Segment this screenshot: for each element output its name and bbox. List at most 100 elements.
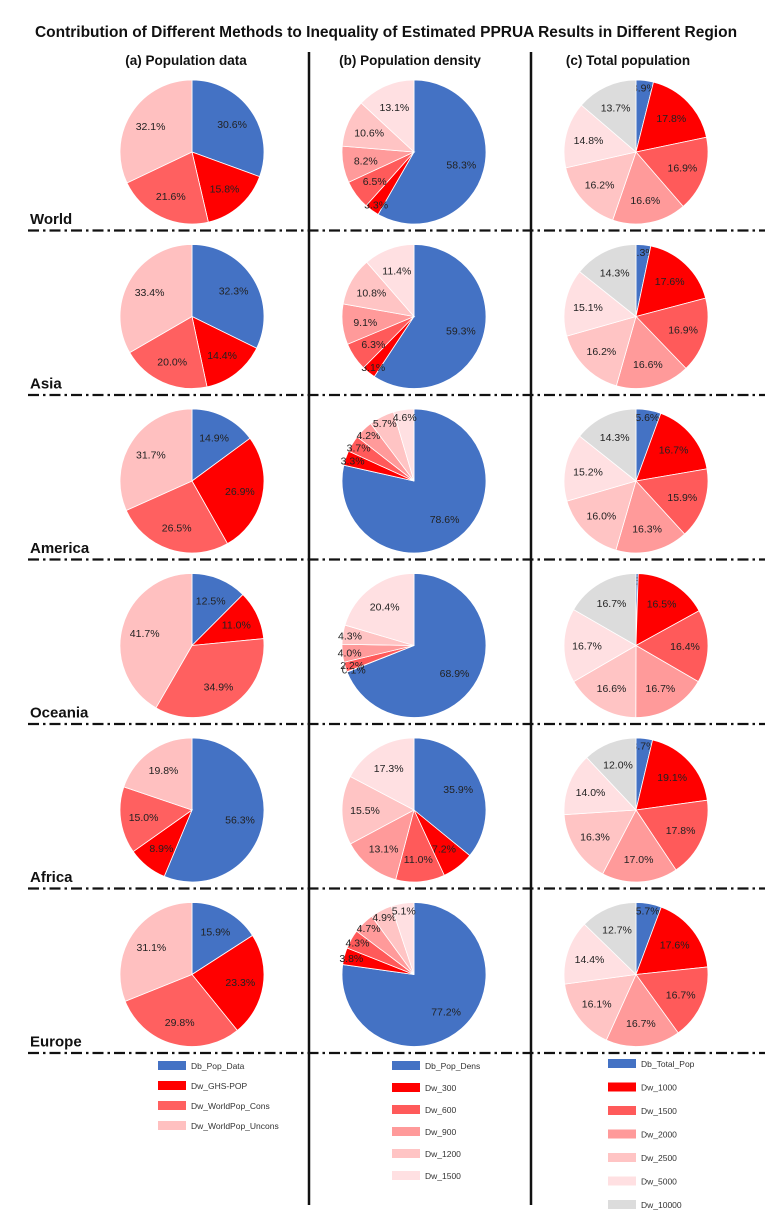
pie-slice-dw-2500 <box>573 644 637 718</box>
pie-slice-dw-1000 <box>635 573 700 647</box>
data-label: 16.4% <box>670 641 700 653</box>
pie-slice-db-pop-data <box>163 737 265 883</box>
pie-slice-dw-1500 <box>349 737 415 811</box>
pie-slice-dw-5000 <box>563 271 637 337</box>
data-label: 26.5% <box>162 523 192 535</box>
data-label: 12.5% <box>196 595 226 607</box>
region-label: America <box>30 540 90 557</box>
pie-b-asia: 59.3% 3.1% 6.3% 9.1% 10.8% 11.4% <box>341 244 487 389</box>
legend-label: Dw_5000 <box>641 1177 677 1187</box>
legend-swatch <box>608 1106 636 1115</box>
data-label: 16.2% <box>585 180 615 192</box>
pie-slice-dw-10000 <box>573 573 637 647</box>
legend-label: Dw_1500 <box>641 1106 677 1116</box>
data-label: 15.8% <box>210 184 240 196</box>
region-label: Asia <box>30 376 62 393</box>
data-label: 26.9% <box>225 486 255 498</box>
pie-slice-dw-5000 <box>563 104 637 169</box>
legend-item: Dw_1000 <box>608 1082 677 1093</box>
pie-c-oceania: 0.5%16.5%16.4%16.7%16.6%16.7%16.7% <box>563 573 709 718</box>
column-title-a: (a) Population data <box>125 53 247 68</box>
data-label: 16.3% <box>580 832 610 844</box>
pie-slice-dw-10000 <box>586 737 637 812</box>
data-label: 15.2% <box>573 467 603 479</box>
data-label: 10.6% <box>354 127 384 139</box>
data-label: 16.3% <box>632 524 662 536</box>
data-label: 11.4% <box>382 266 411 278</box>
pie-slice-dw-10000 <box>583 902 637 976</box>
legend-label: Dw_WorldPop_Cons <box>191 1101 270 1111</box>
pie-slice-dw-1000 <box>635 412 708 482</box>
legend-item: Dw_2000 <box>608 1129 677 1140</box>
legend-item: Dw_GHS-POP <box>158 1081 248 1091</box>
data-label: 3.7% <box>347 442 371 454</box>
pie-a-africa: 56.3% 8.9% 15.0% 19.8% <box>119 737 265 883</box>
data-label: 14.8% <box>574 135 604 147</box>
legend-swatch <box>392 1171 420 1180</box>
data-label: 35.9% <box>443 784 473 796</box>
legend-swatch <box>608 1153 636 1162</box>
data-label: 41.7% <box>130 628 160 640</box>
legend-label: Dw_GHS-POP <box>191 1081 248 1091</box>
pie-slice-dw-2000 <box>615 315 687 389</box>
pie-slice-dw-worldpop-cons <box>119 786 193 853</box>
legend-swatch <box>608 1129 636 1139</box>
data-label: 15.9% <box>201 927 231 939</box>
legend-item: Dw_1500 <box>392 1171 461 1181</box>
pie-slice-dw-worldpop-uncons <box>119 79 193 184</box>
legend-swatch <box>608 1200 636 1209</box>
data-label: 15.0% <box>129 812 159 824</box>
pie-c-africa: 3.7% 19.1% 17.8% 17.0% 16.3% 14.0% 12.0% <box>563 737 709 883</box>
pie-slice-dw-5000 <box>563 609 637 683</box>
legend-item: Db_Pop_Data <box>158 1061 245 1071</box>
pie-slice-dw-10000 <box>579 244 637 318</box>
pie-slice-dw-worldpop-cons <box>129 315 208 389</box>
data-label: 17.3% <box>374 763 404 775</box>
data-label: 17.0% <box>624 854 654 866</box>
data-label: 3.7% <box>632 741 656 753</box>
legend-label: Db_Pop_Dens <box>425 1061 480 1071</box>
legend-label: Dw_2500 <box>641 1153 677 1163</box>
legend-label: Dw_1500 <box>425 1171 461 1181</box>
legend-a: Db_Pop_Data Dw_GHS-POP Dw_WorldPop_Cons Dw_… <box>158 1061 279 1131</box>
legend-swatch <box>392 1083 420 1092</box>
data-label: 5.6% <box>635 412 659 424</box>
legend-label: Dw_900 <box>425 1127 456 1137</box>
data-label: 4.7% <box>357 923 381 935</box>
legend-item: Dw_300 <box>392 1083 456 1093</box>
data-label: 16.7% <box>626 1018 656 1030</box>
data-label: 15.5% <box>350 805 380 817</box>
legend-label: Db_Pop_Data <box>191 1061 245 1071</box>
data-label: 21.6% <box>156 191 186 203</box>
data-label: 20.4% <box>370 601 400 613</box>
data-label: 16.6% <box>630 195 660 207</box>
pie-slice-db-pop-dens <box>346 573 487 718</box>
pie-slice-dw-1000 <box>635 739 708 811</box>
data-label: 19.8% <box>149 765 179 777</box>
pie-slice-dw-worldpop-cons <box>124 974 238 1047</box>
pie-slice-dw-1500 <box>635 799 709 871</box>
data-label: 16.7% <box>666 990 696 1002</box>
pie-slice-dw-worldpop-cons <box>126 151 209 225</box>
pie-b-oceania: 68.9%0.1%2.2%4.0%4.3%20.4% <box>338 573 487 718</box>
data-label: 14.4% <box>575 954 605 966</box>
pie-b-europe: 77.2% 3.8% 4.3% 4.7%4.9%5.1% <box>339 902 487 1047</box>
legend-swatch <box>608 1082 636 1092</box>
data-label: 23.3% <box>225 977 255 989</box>
pie-c-europe: 5.7% 17.6% 16.7% 16.7% 16.1% 14.4% 12.7% <box>563 902 709 1047</box>
data-label: 19.1% <box>657 772 687 784</box>
pie-a-world: 30.6% 15.8% 21.6% 32.1% <box>119 79 265 225</box>
pie-slice-dw-1500 <box>635 966 709 1034</box>
legend-label: Dw_WorldPop_Uncons <box>191 1121 279 1131</box>
legend-item: Dw_1500 <box>608 1106 677 1116</box>
pie-slice-dw-2000 <box>605 973 679 1047</box>
legend-item: Dw_10000 <box>608 1200 682 1210</box>
data-label: 34.9% <box>204 682 234 694</box>
pie-slice-dw-2000 <box>612 151 684 225</box>
pie-slice-dw-2500 <box>566 480 637 551</box>
legend-swatch <box>158 1101 186 1110</box>
legend-label: Dw_300 <box>425 1083 456 1093</box>
pie-slice-dw-worldpop-uncons <box>119 902 193 1002</box>
data-label: 16.6% <box>597 683 627 695</box>
data-label: 12.7% <box>602 924 632 936</box>
